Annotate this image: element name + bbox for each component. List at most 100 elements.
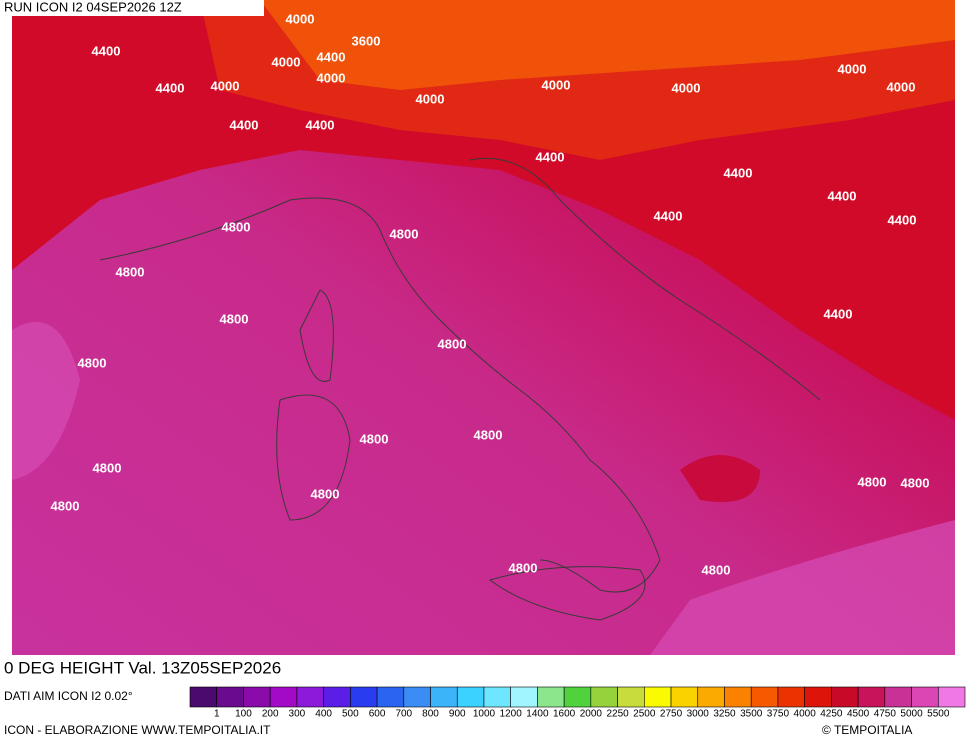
colorbar-label: 700	[395, 709, 412, 720]
red-patch	[680, 455, 760, 502]
colorbar-label: 4000	[794, 709, 817, 720]
contour-label: 4400	[724, 165, 753, 180]
header-box	[0, 0, 264, 16]
contour-label: 4400	[317, 49, 346, 64]
colorbar-label: 1200	[500, 709, 523, 720]
colorbar-label: 3000	[687, 709, 710, 720]
contour-label: 4800	[51, 498, 80, 513]
colorbar-label: 900	[449, 709, 466, 720]
colorbar-label: 2500	[633, 709, 656, 720]
contour-label: 4800	[438, 336, 467, 351]
colorbar-swatch	[644, 686, 672, 708]
contour-label: 4000	[272, 54, 301, 69]
colorbar-label: 800	[422, 709, 439, 720]
colorbar-swatch	[430, 686, 458, 708]
colorbar-swatch	[884, 686, 912, 708]
colorbar-swatch	[563, 686, 592, 708]
contour-label: 4400	[92, 43, 121, 58]
coastlines	[99, 157, 821, 621]
contour-label: 4000	[416, 91, 445, 106]
colorbar-label: 100	[235, 709, 252, 720]
colorbar-label: 600	[369, 709, 386, 720]
colorbar-swatch	[537, 686, 565, 708]
colorbar-swatch	[483, 686, 511, 708]
contour-label: 4800	[116, 264, 145, 279]
contour-label: 4400	[156, 80, 185, 95]
colorbar-label: 200	[262, 709, 279, 720]
contour-label: 4800	[93, 460, 122, 475]
colorbar-swatch	[857, 686, 886, 708]
colorbar-label: 3500	[740, 709, 763, 720]
colorbar-swatch	[617, 686, 645, 708]
contour-label: 4800	[311, 486, 340, 501]
run-title: RUN ICON I2 04SEP2026 12Z	[4, 0, 182, 14]
contour-label: 4800	[360, 431, 389, 446]
colorbar-label: 3250	[713, 709, 736, 720]
colorbar-swatch	[590, 686, 618, 708]
colorbar-label: 3750	[767, 709, 790, 720]
colorbar-label: 1	[214, 709, 220, 720]
colorbar-swatch	[350, 686, 378, 708]
colorbar-label: 5500	[927, 709, 950, 720]
colorbar-swatch	[750, 686, 779, 708]
colorbar-swatch	[216, 686, 244, 708]
contour-label: 4000	[211, 78, 240, 93]
contour-label: 4800	[858, 474, 887, 489]
contour-label: 4000	[542, 77, 571, 92]
contour-label: 4400	[828, 188, 857, 203]
colorbar-swatch	[323, 686, 351, 708]
colorbar-swatch	[243, 686, 271, 708]
colorbar-label: 400	[315, 709, 332, 720]
contour-label: 4800	[78, 355, 107, 370]
contour-label: 4400	[888, 212, 917, 227]
colorbar-swatch	[911, 686, 939, 708]
colorbar-swatch	[189, 686, 218, 708]
orange-zone	[260, 0, 955, 90]
contour-label: 4400	[824, 306, 853, 321]
credit: ICON - ELABORAZIONE WWW.TEMPOITALIA.IT	[4, 723, 271, 737]
contour-label: 4800	[901, 475, 930, 490]
contour-label: 4800	[390, 226, 419, 241]
colorbar-label: 4500	[847, 709, 870, 720]
source: DATI AIM ICON I2 0.02°	[4, 689, 133, 703]
light-zone	[12, 321, 955, 655]
contour-label: 4400	[306, 117, 335, 132]
colorbar-swatch	[510, 686, 538, 708]
map-title: 0 DEG HEIGHT Val. 13Z05SEP2026	[4, 658, 281, 677]
colorbar-label: 1000	[473, 709, 496, 720]
colorbar-label: 2250	[606, 709, 629, 720]
colorbar-swatch	[403, 686, 431, 708]
colorbar-label: 1600	[553, 709, 576, 720]
colorbar-swatch	[697, 686, 725, 708]
colorbar-swatch	[831, 686, 859, 708]
colorbar-swatch	[777, 686, 805, 708]
contour-label: 3600	[352, 33, 381, 48]
colorbar-label: 500	[342, 709, 359, 720]
contour-label: 4000	[317, 70, 346, 85]
contour-label: 4800	[509, 560, 538, 575]
colorbar-label: 2000	[580, 709, 603, 720]
colorbar-swatch	[456, 686, 485, 708]
colorbar-swatch	[376, 686, 405, 708]
colorbar-label: 2750	[660, 709, 683, 720]
contour-label: 4800	[222, 219, 251, 234]
contour-label: 4000	[887, 79, 916, 94]
colorbar-swatch	[269, 686, 298, 708]
contour-label: 4000	[838, 61, 867, 76]
contour-label: 4800	[702, 562, 731, 577]
contour-label: 4400	[654, 208, 683, 223]
contour-label: 4800	[220, 311, 249, 326]
contour-label: 4000	[672, 80, 701, 95]
colorbar-label: 300	[289, 709, 306, 720]
colorbar-label: 4250	[820, 709, 843, 720]
colorbar-swatch	[670, 686, 699, 708]
colorbar-swatch	[724, 686, 752, 708]
colorbar: 1 100 200 300 400 500 600 700 800 900 1000 1200 1400…	[189, 686, 966, 720]
title-box	[0, 657, 413, 683]
colorbar-label: 1400	[526, 709, 549, 720]
contour-label: 4400	[230, 117, 259, 132]
colorbar-swatch	[296, 686, 324, 708]
contour-label: 4800	[474, 427, 503, 442]
colorbar-swatch	[937, 686, 966, 708]
